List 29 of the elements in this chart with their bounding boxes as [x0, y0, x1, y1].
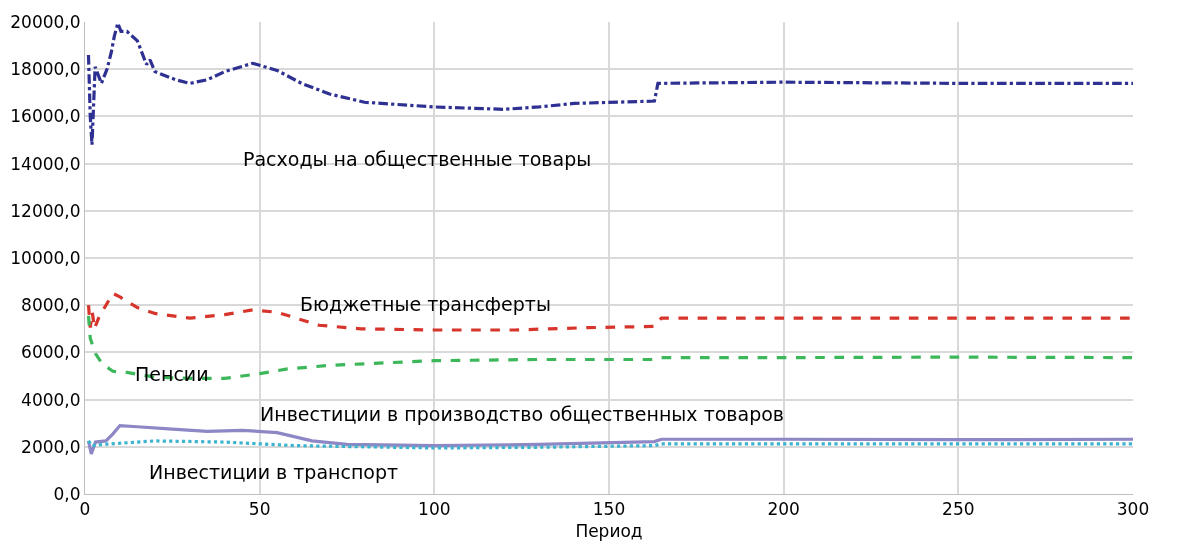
y-tick-label: 16000,0: [10, 106, 81, 127]
series-label: Пенсии: [135, 363, 209, 385]
text: Расходы на общественные товары: [243, 148, 592, 170]
x-axis-title: Период: [575, 520, 643, 541]
series-label: Инвестиции в производство общественных товаров: [260, 403, 785, 425]
y-tick-label: 4000,0: [21, 389, 81, 410]
x-tick-label: 150: [592, 499, 626, 520]
series-label: Бюджетные трансферты: [300, 293, 551, 315]
y-tick-label: 6000,0: [21, 342, 81, 363]
line-series: [86, 439, 1133, 450]
line-series: [86, 314, 1133, 380]
x-tick-label: 0: [79, 499, 91, 520]
y-tick-label: 14000,0: [10, 153, 81, 174]
y-tick-label: 18000,0: [10, 59, 81, 80]
y-tick-label: 2000,0: [21, 436, 81, 457]
y-tick-label: 0,0: [53, 483, 81, 504]
x-tick-label: 300: [1116, 499, 1150, 520]
line-series: [86, 423, 1133, 456]
line-series: [86, 22, 1133, 147]
x-tick-label: 50: [248, 499, 271, 520]
y-tick-label: 20000,0: [10, 11, 81, 32]
x-tick-label: 250: [942, 499, 975, 520]
series-label: Инвестиции в транспорт: [149, 461, 399, 483]
x-tick-label: 100: [418, 499, 451, 520]
y-tick-label: 8000,0: [21, 295, 81, 316]
line-series: [86, 291, 1133, 332]
y-tick-label: 12000,0: [10, 200, 81, 221]
x-tick-label: 200: [767, 499, 800, 520]
y-tick-label: 10000,0: [10, 247, 81, 268]
